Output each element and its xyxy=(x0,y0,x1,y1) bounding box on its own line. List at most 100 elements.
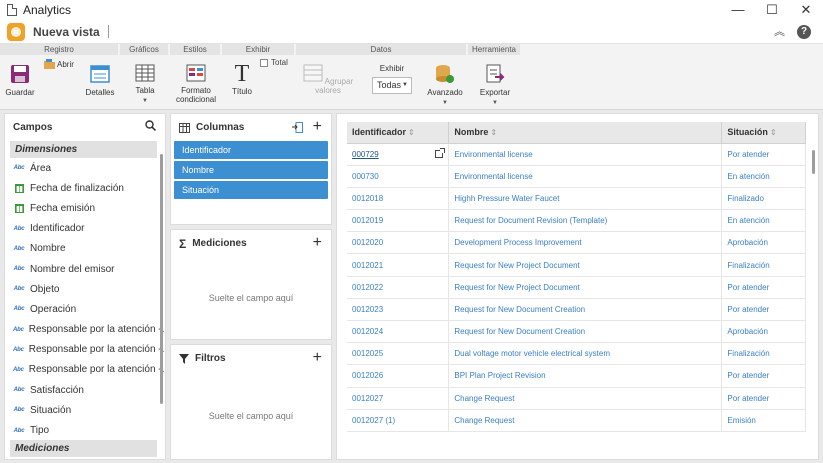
view-name[interactable]: Nueva vista xyxy=(33,24,100,39)
field-item[interactable]: Abc Área xyxy=(5,158,165,178)
column-chip[interactable]: Identificador xyxy=(174,141,328,159)
cell-identifier-text[interactable]: 0012020 xyxy=(352,238,384,248)
table-row[interactable]: 0012020 Development Process Improvement Ap… xyxy=(347,231,806,255)
field-item[interactable]: Abc Nombre xyxy=(5,239,165,259)
cell-name-text[interactable]: Change Request xyxy=(454,415,515,425)
cell-identifier-text[interactable]: 000729 xyxy=(352,149,379,159)
field-item[interactable]: Abc Situación xyxy=(5,400,165,420)
cell-status[interactable]: Finalización xyxy=(721,253,806,277)
title-button[interactable]: T Título xyxy=(228,62,256,96)
field-item[interactable]: Abc Identificador xyxy=(5,219,165,239)
cell-status[interactable]: Por atender xyxy=(721,143,806,166)
export-button[interactable]: Exportar ▼ xyxy=(476,64,514,108)
cell-identifier[interactable]: 0012020 xyxy=(347,231,450,255)
dimensions-section-header[interactable]: Dimensiones xyxy=(10,141,157,158)
cell-name[interactable]: Request for New Project Document xyxy=(448,276,723,299)
cell-status[interactable]: En atención xyxy=(721,165,806,188)
open-record-icon[interactable] xyxy=(435,147,446,158)
cell-name-text[interactable]: Development Process Improvement xyxy=(454,238,582,248)
cell-name[interactable]: Highh Pressure Water Faucet xyxy=(448,187,723,211)
table-button[interactable]: Tabla ▼ xyxy=(130,64,160,106)
table-row[interactable]: 0012027 (1) Change Request Emisión xyxy=(347,409,806,432)
cell-identifier-text[interactable]: 0012018 xyxy=(352,193,384,203)
table-row[interactable]: 0012025 Dual voltage motor vehicle electr… xyxy=(347,342,806,366)
cell-name-text[interactable]: Highh Pressure Water Faucet xyxy=(454,193,560,203)
table-row[interactable]: 0012027 Change Request Por atender xyxy=(347,387,806,410)
cell-status[interactable]: Por atender xyxy=(721,387,806,410)
fields-scrollbar[interactable] xyxy=(160,154,163,404)
details-button[interactable]: Detalles xyxy=(84,64,116,97)
cell-status[interactable]: Por atender xyxy=(721,364,806,388)
field-item[interactable]: Abc Responsable por la atención -... xyxy=(5,320,165,340)
cell-identifier-text[interactable]: 0012024 xyxy=(352,327,384,337)
cell-status-text[interactable]: Finalización xyxy=(727,260,770,270)
table-row[interactable]: 0012021 Request for New Project Document F… xyxy=(347,253,806,277)
cell-name[interactable]: Dual voltage motor vehicle electrical sy… xyxy=(448,342,723,366)
column-chip[interactable]: Nombre xyxy=(174,161,328,179)
cell-status-text[interactable]: Por atender xyxy=(727,282,770,292)
cell-name-text[interactable]: Request for Document Revision (Template) xyxy=(454,216,608,226)
field-item[interactable]: Abc Responsable por la atención -... xyxy=(5,360,165,380)
field-item[interactable]: Abc Satisfacción xyxy=(5,380,165,400)
cell-name[interactable]: BPI Plan Project Revision xyxy=(448,364,723,388)
cell-identifier[interactable]: 0012024 xyxy=(347,320,450,344)
cell-name-text[interactable]: Change Request xyxy=(454,393,515,403)
cell-name[interactable]: Request for New Document Creation xyxy=(448,320,723,344)
total-checkbox[interactable]: Total xyxy=(260,58,288,67)
conditional-format-button[interactable]: Formato condicional xyxy=(174,64,218,104)
minimize-button[interactable]: — xyxy=(731,2,745,17)
cell-identifier-text[interactable]: 000730 xyxy=(352,171,379,181)
cell-status-text[interactable]: Por atender xyxy=(727,371,770,381)
cell-status[interactable]: Por atender xyxy=(721,298,806,322)
cell-status[interactable]: Aprobación xyxy=(721,320,806,344)
cell-name-text[interactable]: Request for New Document Creation xyxy=(454,304,586,314)
cell-identifier[interactable]: 0012022 xyxy=(347,276,450,299)
table-row[interactable]: 0012024 Request for New Document Creation… xyxy=(347,320,806,344)
cell-name-text[interactable]: Request for New Project Document xyxy=(454,282,580,292)
cell-identifier-text[interactable]: 0012023 xyxy=(352,304,384,314)
table-row[interactable]: 0012026 BPI Plan Project Revision Por aten… xyxy=(347,364,806,388)
cell-identifier[interactable]: 0012019 xyxy=(347,209,450,233)
advanced-button[interactable]: Avanzado ▼ xyxy=(424,64,466,108)
cell-identifier-text[interactable]: 0012021 xyxy=(352,260,384,270)
cell-status[interactable]: Aprobación xyxy=(721,231,806,255)
cell-status-text[interactable]: Por atender xyxy=(727,304,770,314)
maximize-button[interactable]: ☐ xyxy=(766,2,778,17)
field-item[interactable]: Abc Responsable por la atención -... xyxy=(5,340,165,360)
table-row[interactable]: 0012023 Request for New Document Creation… xyxy=(347,298,806,322)
column-header-name[interactable]: Nombre ⇕ xyxy=(448,122,723,144)
cell-name-text[interactable]: Environmental license xyxy=(454,171,533,181)
cell-identifier-text[interactable]: 0012025 xyxy=(352,349,384,359)
table-row[interactable]: 0012019 Request for Document Revision (Te… xyxy=(347,209,806,233)
cell-identifier[interactable]: 0012027 xyxy=(347,387,450,410)
cell-status-text[interactable]: Por atender xyxy=(727,393,770,403)
cell-status-text[interactable]: En atención xyxy=(727,171,770,181)
help-icon[interactable]: ? xyxy=(797,25,811,39)
exhibir-select[interactable]: Todas xyxy=(372,77,412,94)
cell-identifier-text[interactable]: 0012027 xyxy=(352,393,384,403)
cell-status-text[interactable]: Aprobación xyxy=(727,327,768,337)
cell-name[interactable]: Request for New Project Document xyxy=(448,253,723,277)
search-icon[interactable] xyxy=(145,120,156,131)
column-header-id[interactable]: Identificador ⇕ xyxy=(347,122,450,144)
cell-name[interactable]: Environmental license xyxy=(448,143,723,166)
cell-name[interactable]: Environmental license xyxy=(448,165,723,188)
reorder-columns-icon[interactable] xyxy=(291,121,303,133)
measures-drop-zone[interactable]: Suelte el campo aquí xyxy=(171,257,331,339)
cell-identifier-text[interactable]: 0012019 xyxy=(352,216,384,226)
cell-identifier-text[interactable]: 0012026 xyxy=(352,371,384,381)
measures-section-header[interactable]: Mediciones xyxy=(10,440,157,457)
cell-identifier-text[interactable]: 0012027 (1) xyxy=(352,415,396,425)
field-item[interactable]: Fecha de finalización xyxy=(5,178,165,198)
cell-name-text[interactable]: Environmental license xyxy=(454,149,533,159)
field-item[interactable]: Abc Operación xyxy=(5,299,165,319)
field-item[interactable]: Abc Tipo xyxy=(5,420,165,439)
table-row[interactable]: 000730 Environmental license En atención xyxy=(347,165,806,188)
cell-status-text[interactable]: En atención xyxy=(727,216,770,226)
cell-status-text[interactable]: Finalización xyxy=(727,349,770,359)
cell-status[interactable]: Finalizado xyxy=(721,187,806,211)
save-button[interactable]: Guardar xyxy=(4,64,36,97)
column-header-status[interactable]: Situación ⇕ xyxy=(721,122,806,144)
cell-identifier[interactable]: 0012021 xyxy=(347,253,450,277)
cell-identifier[interactable]: 0012023 xyxy=(347,298,450,322)
